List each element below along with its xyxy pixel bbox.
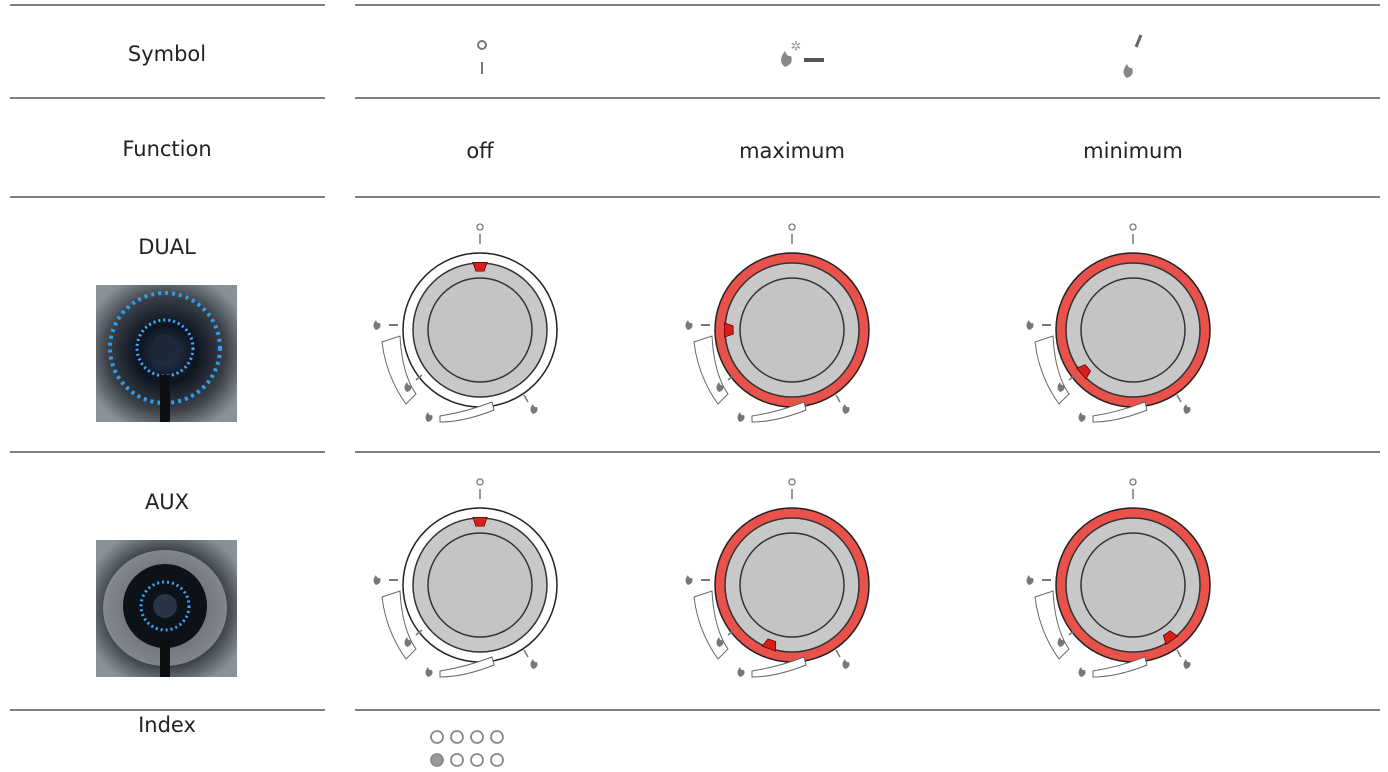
range-wedge-bottom — [1092, 656, 1148, 678]
right-tick — [1176, 394, 1182, 403]
flame-icon — [737, 667, 745, 677]
min-tick — [415, 374, 423, 381]
flame-icon — [1183, 404, 1191, 414]
row-label: Symbol — [128, 42, 206, 66]
flame-icon — [404, 637, 412, 647]
flame-icon — [1026, 575, 1034, 585]
row-label: AUX — [145, 490, 189, 514]
flame-icon — [1057, 637, 1065, 647]
flame-icon — [685, 575, 693, 585]
off-mark — [476, 478, 484, 486]
knob — [685, 478, 870, 678]
knob — [373, 478, 558, 678]
knob-indicator — [723, 322, 734, 338]
rules — [10, 4, 1380, 711]
knobs — [373, 223, 1211, 678]
burner-image-aux — [96, 540, 237, 677]
min-tick — [415, 629, 423, 636]
flame-icon — [1078, 412, 1086, 422]
flame-icon — [685, 320, 693, 330]
right-tick — [523, 394, 529, 403]
knob-cap — [427, 277, 533, 383]
flame-icon — [716, 382, 724, 392]
flame-icon — [373, 320, 381, 330]
range-wedge-bottom — [1092, 401, 1148, 423]
range-wedge-bottom — [439, 401, 495, 423]
flame-icon — [404, 382, 412, 392]
knob-indicator — [472, 261, 488, 272]
knob — [373, 223, 558, 423]
knob-cap — [739, 532, 845, 638]
flame-icon — [716, 637, 724, 647]
off-mark — [788, 478, 796, 486]
flame-icon — [1183, 659, 1191, 669]
symbol-max: ✲ — [781, 40, 824, 67]
min-tick — [1068, 374, 1076, 381]
range-wedge-bottom — [751, 656, 807, 678]
flame-icon — [842, 659, 850, 669]
function-cell: minimum — [1083, 139, 1183, 163]
knob-cap — [1080, 532, 1186, 638]
symbol-min — [1123, 34, 1143, 78]
off-mark — [788, 223, 796, 231]
flame-icon — [1078, 667, 1086, 677]
knob — [685, 223, 870, 423]
right-tick — [835, 394, 841, 403]
right-tick — [1176, 649, 1182, 658]
knob — [1026, 223, 1211, 423]
row-label: Index — [138, 713, 196, 737]
min-tick — [727, 629, 735, 636]
knob — [1026, 478, 1211, 678]
flame-icon — [373, 575, 381, 585]
knob-cap — [1080, 277, 1186, 383]
function-cell: maximum — [739, 139, 845, 163]
min-tick — [1068, 629, 1076, 636]
knob-indicator — [1075, 364, 1092, 380]
right-tick — [523, 649, 529, 658]
right-tick — [835, 649, 841, 658]
knob-cap — [427, 532, 533, 638]
knob-indicator — [1162, 630, 1179, 646]
off-mark — [1129, 223, 1137, 231]
flame-icon — [737, 412, 745, 422]
flame-icon — [842, 404, 850, 414]
row-label: Function — [122, 137, 211, 161]
off-mark — [1129, 478, 1137, 486]
knob-cap — [739, 277, 845, 383]
min-tick — [727, 374, 735, 381]
flame-icon — [425, 412, 433, 422]
symbol-off — [477, 40, 487, 74]
flame-icon — [530, 659, 538, 669]
knob-indicator — [761, 638, 777, 652]
function-cell: off — [466, 139, 494, 163]
svg-text:✲: ✲ — [791, 40, 802, 55]
range-wedge-bottom — [439, 656, 495, 678]
flame-icon — [425, 667, 433, 677]
burner-image-dual — [96, 285, 237, 422]
row-label: DUAL — [138, 235, 196, 259]
index-dots — [430, 730, 504, 767]
knob-indicator — [472, 516, 488, 527]
flame-icon — [1026, 320, 1034, 330]
off-mark — [476, 223, 484, 231]
flame-icon — [1057, 382, 1065, 392]
range-wedge-bottom — [751, 401, 807, 423]
flame-icon — [530, 404, 538, 414]
